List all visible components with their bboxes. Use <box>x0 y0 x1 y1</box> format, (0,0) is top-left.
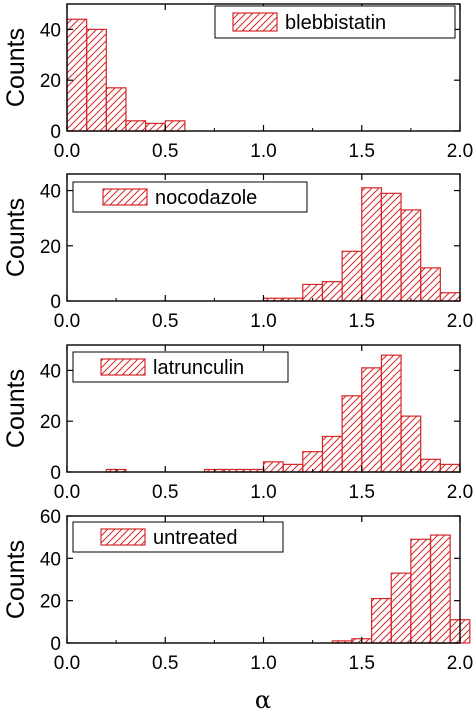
x-tick-label: 0.5 <box>152 141 178 162</box>
y-tick-label: 20 <box>40 592 61 613</box>
histogram-bar <box>410 538 432 644</box>
x-tick-label: 2.0 <box>447 482 473 503</box>
legend-swatch <box>232 12 278 32</box>
histogram-panel: 0.0 0.5 1.0 1.5 2.0 0 20 40 Counts nocodazole <box>2 173 473 332</box>
histogram-bar <box>420 267 441 302</box>
histogram-panel: 0.0 0.5 1.0 1.5 2.0 0 20 40 60 Counts untreated <box>2 507 473 674</box>
legend: latrunculin <box>72 351 289 383</box>
y-axis-label: Counts <box>2 198 30 277</box>
histogram-bar <box>370 597 392 644</box>
x-tick-label: 1.5 <box>349 482 375 503</box>
y-tick-label: 0 <box>50 292 61 313</box>
histogram-bar <box>302 451 324 473</box>
legend: blebbistatin <box>214 5 456 39</box>
legend-label: latrunculin <box>153 357 244 379</box>
x-tick-label: 1.0 <box>250 311 276 332</box>
x-tick-label: 0.5 <box>152 311 178 332</box>
histogram-bar <box>439 292 461 302</box>
histogram-panel: 0.0 0.5 1.0 1.5 2.0 0 20 40 Counts latrunculin <box>2 344 473 503</box>
legend-label: untreated <box>153 527 238 549</box>
y-tick-label: 0 <box>50 634 61 655</box>
y-tick-label: 20 <box>40 237 61 258</box>
y-tick-label: 40 <box>40 182 61 203</box>
x-tick-label: 0.5 <box>152 482 178 503</box>
histogram-bar <box>420 458 441 473</box>
histogram-bar <box>380 354 402 473</box>
histogram-bar <box>86 28 107 132</box>
y-axis-label: Counts <box>2 369 30 448</box>
histogram-bar <box>164 120 186 132</box>
legend-swatch <box>100 528 146 546</box>
x-tick-label: 0.0 <box>54 653 80 674</box>
legend-swatch <box>100 358 146 376</box>
x-tick-label: 0.0 <box>54 311 80 332</box>
x-tick-label: 1.0 <box>250 653 276 674</box>
legend-swatch <box>102 188 148 206</box>
x-tick-label: 0.0 <box>54 482 80 503</box>
legend-label: blebbistatin <box>285 12 386 34</box>
legend: nocodazole <box>72 181 308 213</box>
x-tick-label: 1.0 <box>250 141 276 162</box>
y-tick-label: 0 <box>50 122 61 143</box>
x-tick-label: 2.0 <box>447 141 473 162</box>
y-tick-label: 0 <box>50 463 61 484</box>
histogram-panel: 0.0 0.5 1.0 1.5 2.0 0 20 40 Counts blebbistatin <box>2 3 473 162</box>
histogram-bar <box>400 209 422 302</box>
x-tick-label: 2.0 <box>447 311 473 332</box>
x-tick-label: 0.5 <box>152 653 178 674</box>
y-tick-label: 60 <box>40 507 61 528</box>
x-tick-label: 1.5 <box>349 311 375 332</box>
x-tick-label: 0.0 <box>54 141 80 162</box>
histogram-bar <box>390 572 412 644</box>
legend-label: nocodazole <box>155 187 257 209</box>
legend: untreated <box>72 521 284 553</box>
histogram-bar <box>429 534 451 644</box>
histogram-bar <box>439 463 461 473</box>
histogram-bar <box>105 87 127 132</box>
y-axis-label: Counts <box>2 28 30 107</box>
histogram-bar <box>262 461 284 473</box>
x-tick-label: 1.5 <box>349 141 375 162</box>
histogram-bar <box>361 187 382 302</box>
histogram-bar <box>145 122 166 132</box>
x-axis-label: α <box>255 686 271 714</box>
y-tick-label: 40 <box>40 361 61 382</box>
histogram-bar <box>341 250 363 302</box>
y-axis-label: Counts <box>2 540 30 619</box>
histogram-bar <box>380 192 402 302</box>
histogram-bar <box>361 367 382 473</box>
x-tick-label: 1.0 <box>250 482 276 503</box>
histogram-bar <box>400 415 422 473</box>
y-tick-label: 20 <box>40 412 61 433</box>
histogram-bar <box>125 120 147 132</box>
histogram-bar <box>66 18 88 132</box>
histogram-bar <box>321 435 343 473</box>
x-tick-label: 2.0 <box>447 653 473 674</box>
y-tick-label: 40 <box>40 20 61 41</box>
histogram-bar <box>341 395 363 473</box>
y-tick-label: 40 <box>40 549 61 570</box>
y-tick-label: 20 <box>40 71 61 92</box>
histogram-bar <box>321 281 343 302</box>
histogram-bar <box>282 463 304 473</box>
x-tick-label: 1.5 <box>349 653 375 674</box>
